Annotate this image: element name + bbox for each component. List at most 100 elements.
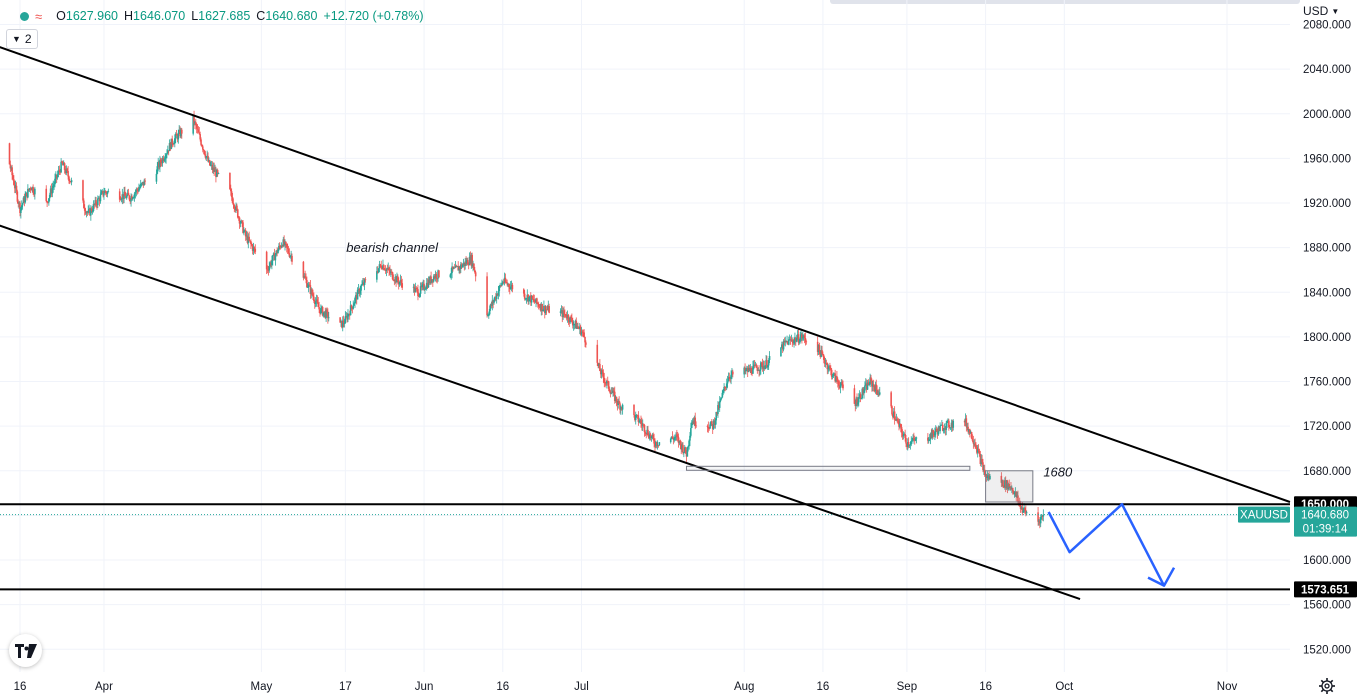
candle-body xyxy=(347,314,349,320)
candle-body xyxy=(528,297,530,302)
candle-body xyxy=(345,316,348,317)
candle-body xyxy=(458,266,460,271)
candle-body xyxy=(134,192,137,194)
candle-body xyxy=(892,414,894,418)
candle-body xyxy=(200,139,202,145)
currency-selector[interactable]: USD ▼ xyxy=(1303,4,1339,18)
candle-body xyxy=(761,363,764,369)
candle-body xyxy=(491,300,494,306)
candle-body xyxy=(601,370,604,373)
wave-icon[interactable]: ≈ xyxy=(35,8,43,24)
candle-body xyxy=(781,344,784,350)
candle-body xyxy=(133,193,136,198)
candle-body xyxy=(816,341,819,352)
channel-label[interactable]: bearish channel xyxy=(346,240,439,255)
symbol-badge xyxy=(1238,506,1290,523)
channel-upper-line[interactable] xyxy=(0,41,1291,503)
candle-body xyxy=(715,411,718,421)
candle-body xyxy=(401,283,404,288)
tradingview-logo-icon[interactable] xyxy=(9,634,42,667)
candle-body xyxy=(193,115,195,124)
candle-body xyxy=(120,199,123,201)
drawings[interactable]: bearish channel 1680 xyxy=(0,41,1291,601)
candle-body xyxy=(616,402,619,405)
candle-body xyxy=(760,362,762,370)
candle-body xyxy=(757,370,759,371)
candle-body xyxy=(546,309,549,311)
candle-body xyxy=(891,406,893,415)
candle-body xyxy=(832,373,835,377)
candle-body xyxy=(52,186,55,188)
candle-body xyxy=(602,372,605,378)
candle-body xyxy=(340,320,342,323)
level-1680-label[interactable]: 1680 xyxy=(1043,464,1073,479)
candle-body xyxy=(390,271,393,273)
candle-body xyxy=(651,434,654,437)
candle-body xyxy=(28,188,31,191)
candle-body xyxy=(1008,483,1011,488)
level-price-tag-label: 1573.651 xyxy=(1301,584,1350,596)
candle-body xyxy=(871,384,874,387)
candle-body xyxy=(929,433,932,440)
candle-body xyxy=(611,392,613,394)
candle-body xyxy=(352,305,355,309)
candle-body xyxy=(450,273,452,275)
candle-body xyxy=(937,426,940,435)
candle-body xyxy=(878,393,880,395)
projection-arrowhead[interactable] xyxy=(1147,567,1176,587)
support-zone-rect[interactable] xyxy=(685,465,971,471)
candle-body xyxy=(383,269,386,271)
candle-body xyxy=(803,335,806,339)
candle-body xyxy=(831,376,834,377)
candle-body xyxy=(342,320,345,324)
candle-body xyxy=(159,159,161,168)
candle-body xyxy=(869,377,871,385)
candle-body xyxy=(360,285,362,291)
candle-body xyxy=(60,161,62,173)
candle-body xyxy=(427,279,430,288)
candle-body xyxy=(438,270,440,278)
candle-body xyxy=(383,265,385,270)
candle-body xyxy=(62,162,64,166)
channel-lower-line[interactable] xyxy=(0,224,1081,601)
candles xyxy=(8,110,1045,529)
y-tick-label: 1520.000 xyxy=(1303,644,1351,656)
candle-body xyxy=(913,439,916,441)
candle-body xyxy=(564,313,566,315)
candle-body xyxy=(253,247,256,249)
candle-body xyxy=(941,424,944,431)
candle-body xyxy=(670,436,673,439)
x-tick-label: May xyxy=(251,681,273,693)
candle-body xyxy=(531,295,534,300)
candle-body xyxy=(354,298,356,304)
consolidation-box[interactable] xyxy=(985,470,1034,503)
candle-body xyxy=(949,427,952,429)
candle-body xyxy=(536,298,538,304)
candle-body xyxy=(327,311,329,319)
y-tick-label: 1720.000 xyxy=(1303,421,1351,433)
candle-body xyxy=(563,310,565,314)
candle-body xyxy=(343,323,346,325)
candle-body xyxy=(201,144,203,147)
candle-body xyxy=(274,254,277,261)
candle-body xyxy=(144,180,146,182)
gear-icon[interactable] xyxy=(1318,677,1336,695)
candle-body xyxy=(936,430,939,435)
candle-body xyxy=(55,174,58,178)
candle-body xyxy=(210,164,213,166)
candle-body xyxy=(565,316,568,319)
projection-path[interactable] xyxy=(1047,502,1166,587)
candle-body xyxy=(425,288,427,290)
candle-body xyxy=(724,386,726,388)
candle-body xyxy=(265,251,268,270)
candle-body xyxy=(608,388,611,392)
indicators-collapse-button[interactable]: ▼ 2 xyxy=(6,29,38,49)
candle-body xyxy=(288,253,291,257)
candle-body xyxy=(9,164,12,169)
candle-body xyxy=(164,158,166,160)
candle-body xyxy=(759,369,761,372)
candle-body xyxy=(644,432,647,434)
candle-body xyxy=(833,373,836,375)
candle-body xyxy=(271,260,273,266)
